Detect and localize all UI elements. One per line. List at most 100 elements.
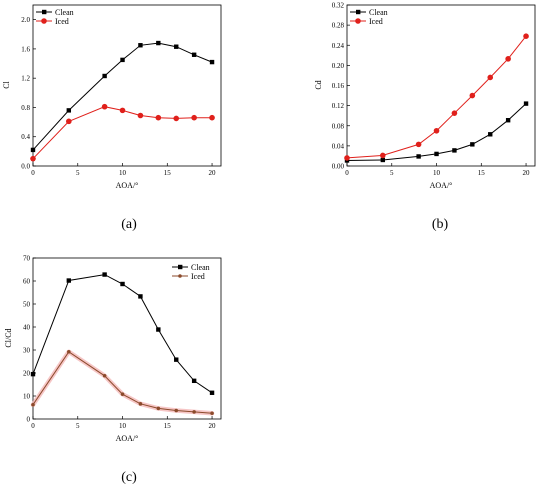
x-tick-label: 5 [390, 169, 394, 177]
legend-label: Clean [55, 8, 74, 17]
data-point [173, 115, 180, 122]
data-point [523, 101, 529, 106]
legend-label: Iced [191, 272, 205, 281]
data-point [451, 110, 458, 116]
x-tick-label: 15 [478, 169, 486, 177]
data-point [416, 154, 421, 159]
series-line [32, 106, 212, 160]
chart-panel-a: 0 5 10 15 20 0.0 0.4 0.8 1.2 1.6 2.0 AOA/° Cl CleanIc… [2, 4, 222, 232]
y-tick-label: 0.00 [332, 163, 345, 171]
data-point [344, 155, 350, 161]
data-point [155, 114, 162, 121]
series-line [346, 35, 527, 159]
y-axis-title: Cl [2, 80, 11, 88]
data-point [505, 56, 511, 62]
x-tick-label: 10 [119, 422, 127, 430]
data-point [156, 40, 161, 46]
data-point [433, 127, 440, 134]
y-tick-label: 10 [23, 393, 31, 401]
legend-marker [41, 18, 47, 24]
y-tick-label: 0.4 [21, 133, 30, 141]
data-point [523, 33, 529, 39]
legend-marker [178, 264, 183, 270]
y-tick-label: 1.2 [21, 75, 30, 83]
y-tick-label: 0.08 [332, 122, 345, 130]
x-tick-label: 10 [433, 169, 441, 177]
y-tick-label: 0.20 [332, 62, 345, 70]
data-point [67, 350, 71, 354]
y-tick-label: 0.0 [21, 163, 30, 171]
data-point [102, 73, 107, 79]
x-axis-title: AOA/° [116, 181, 139, 190]
x-tick-label: 0 [345, 169, 349, 177]
data-point [138, 43, 143, 48]
y-tick-label: 40 [23, 324, 31, 332]
data-point [470, 142, 475, 147]
y-tick-label: 1.6 [21, 45, 30, 53]
x-tick-label: 10 [119, 169, 127, 177]
y-tick-label: 2.0 [21, 16, 30, 24]
y-tick-label: 0.28 [332, 22, 345, 30]
data-point [30, 147, 36, 153]
x-tick-label: 20 [209, 169, 217, 177]
data-point [119, 107, 126, 114]
series-line [32, 274, 213, 394]
panel-label: (a) [121, 217, 137, 232]
data-point [505, 118, 511, 123]
data-point [138, 294, 143, 299]
series-line-halo [30, 349, 215, 416]
y-tick-label: 70 [23, 255, 31, 263]
plot-frame [346, 4, 536, 167]
y-tick-label: 30 [23, 347, 31, 355]
legend-marker [178, 274, 182, 278]
data-point [174, 357, 179, 362]
x-tick-label: 20 [523, 169, 531, 177]
data-point [101, 103, 108, 110]
data-point [174, 408, 179, 413]
legend-label: Iced [55, 17, 69, 26]
x-tick-label: 20 [209, 422, 217, 430]
data-point [469, 92, 476, 99]
data-point [210, 411, 214, 416]
legend-marker [355, 18, 361, 24]
data-point [380, 152, 386, 159]
data-point [30, 371, 36, 377]
y-tick-label: 0.8 [21, 104, 30, 112]
data-point [452, 148, 457, 153]
data-point [174, 44, 179, 49]
data-point [66, 278, 72, 283]
data-point [120, 57, 125, 63]
y-tick-label: 0.24 [332, 42, 345, 50]
legend-marker [42, 9, 47, 15]
data-point [66, 118, 72, 125]
plot-frame [32, 257, 222, 420]
data-point [102, 373, 107, 378]
y-tick-label: 0 [27, 416, 31, 424]
data-point [137, 112, 144, 119]
y-axis-title: Cd [314, 80, 323, 89]
x-tick-label: 15 [164, 422, 172, 430]
y-tick-label: 0.04 [332, 142, 345, 150]
chart-panel-b: 0 5 10 15 20 0.00 0.04 0.08 0.12 0.16 0.20 0.24 0.28… [314, 2, 536, 232]
x-tick-label: 0 [31, 169, 35, 177]
plot-frame [32, 4, 222, 167]
y-tick-label: 50 [23, 301, 31, 309]
y-tick-label: 0.32 [332, 2, 345, 10]
x-tick-label: 0 [31, 422, 35, 430]
data-point [487, 74, 494, 81]
data-point [156, 406, 161, 411]
x-axis-title: AOA/° [430, 181, 453, 190]
data-point [120, 281, 125, 287]
y-tick-label: 60 [23, 278, 31, 286]
y-tick-label: 20 [23, 370, 31, 378]
legend-marker [356, 9, 361, 15]
data-point [209, 390, 215, 395]
data-point [156, 327, 161, 332]
data-point [209, 114, 215, 121]
x-axis-title: AOA/° [116, 434, 139, 443]
x-tick-label: 5 [76, 169, 80, 177]
data-point [415, 141, 422, 148]
data-point [66, 108, 72, 113]
data-point [209, 59, 215, 65]
